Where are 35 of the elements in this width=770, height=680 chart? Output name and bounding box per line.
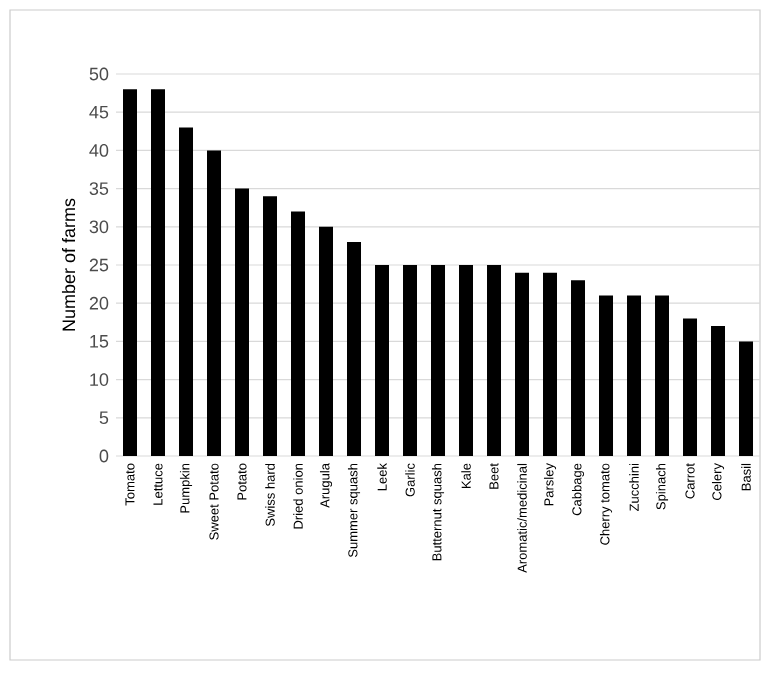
y-tick-label: 25 [89, 258, 109, 272]
bar [459, 265, 473, 456]
bar [235, 188, 249, 456]
bar [487, 265, 502, 456]
bar [123, 89, 138, 456]
y-axis-title: Number of farms [61, 198, 76, 331]
bar [599, 295, 614, 456]
y-tick-label: 50 [89, 67, 109, 81]
bar [179, 127, 193, 456]
y-tick-label: 10 [90, 373, 109, 386]
bar [739, 341, 754, 456]
bar [431, 265, 446, 456]
y-tick-label: 35 [89, 182, 109, 195]
bar [207, 150, 222, 456]
bar [403, 265, 417, 456]
bar [319, 226, 333, 456]
bar [627, 295, 642, 456]
bar [655, 295, 670, 456]
bar [375, 265, 389, 456]
y-tick-label: 30 [89, 220, 109, 234]
bar [683, 318, 698, 456]
bar [571, 280, 586, 456]
y-tick-label: 5 [99, 411, 109, 425]
bar [151, 89, 165, 456]
y-tick-label: 45 [89, 105, 109, 119]
y-tick-label: 40 [89, 144, 109, 157]
y-tick-label: 20 [89, 296, 109, 310]
bar [347, 242, 362, 456]
bar [543, 272, 557, 456]
bar [263, 196, 278, 456]
bar [291, 211, 306, 456]
bar [711, 326, 726, 456]
y-tick-label: 0 [99, 449, 109, 463]
bar [515, 272, 530, 456]
y-tick-label: 15 [90, 335, 109, 348]
